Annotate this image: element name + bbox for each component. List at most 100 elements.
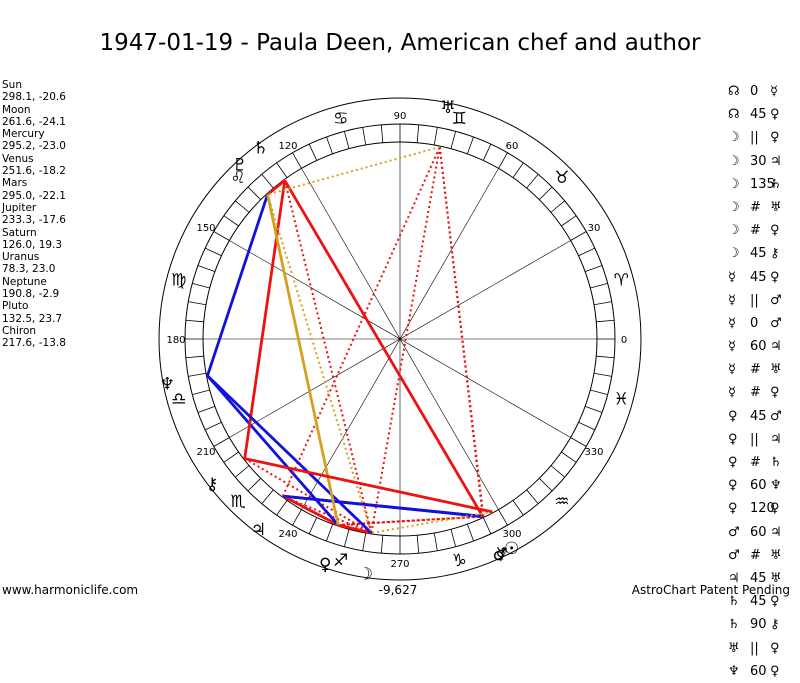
aspect-row: ♄ 90 ⚷ (728, 613, 786, 636)
aspect-line (338, 515, 483, 526)
aspect-line (266, 194, 373, 534)
aspect-planet-a: ♀ (728, 408, 738, 424)
planet-coords-neptune: 190.8, -2.9 (2, 288, 60, 301)
degree-tick (185, 319, 204, 323)
zodiac-sign: ♎ (171, 389, 186, 409)
degree-tick (197, 406, 216, 413)
degree-tick (192, 282, 210, 289)
planet-name-neptune: Neptune (2, 275, 47, 288)
degree-tick (467, 136, 474, 155)
aspect-planet-a: ☽ (728, 176, 740, 192)
degree-tick (197, 265, 216, 272)
aspect-row: ☽ || ♀ (728, 126, 786, 149)
degree-tick (235, 465, 250, 478)
degree-tick (550, 465, 565, 478)
degree-tick (292, 152, 302, 169)
aspect-row: ☿ 45 ♀ (728, 266, 786, 289)
aspect-row: ♂ # ♅ (728, 544, 786, 567)
degree-tick (450, 529, 457, 547)
aspect-type: || (750, 130, 759, 146)
aspect-type: 45 (750, 269, 767, 285)
aspect-planet-b: ♄ (770, 455, 782, 470)
footer-patent: AstroChart Patent Pending (631, 583, 790, 597)
aspect-planet-b: ☿ (770, 84, 778, 99)
planet-glyph-neptune: ♆ (160, 374, 175, 394)
degree-tick (590, 389, 608, 396)
aspect-planet-a: ☿ (728, 292, 736, 308)
aspect-row: ♀ || ♃ (728, 428, 786, 451)
natal-chart-wheel: 0 30 60 90 120 150 180 210 240 270 300 330 ♈ ♉ ♊ ♋ ♌ ♍ ♎ ♏… (158, 97, 642, 597)
degree-tick (223, 451, 239, 463)
degree-label: 210 (196, 447, 215, 458)
degree-tick (261, 174, 274, 189)
zodiac-sign: ♑ (452, 551, 467, 571)
degree-tick (247, 478, 261, 492)
planet-glyph-saturn: ♄ (253, 138, 268, 158)
degree-tick (596, 355, 615, 359)
aspect-line (206, 374, 373, 534)
degree-label: 180 (166, 335, 185, 346)
degree-tick (450, 131, 457, 149)
aspect-planet-b: ♃ (770, 339, 782, 355)
aspect-type: || (750, 640, 759, 656)
degree-tick (467, 523, 474, 542)
degree-label: 270 (390, 559, 409, 570)
aspect-type: || (750, 292, 759, 308)
degree-tick (584, 406, 603, 413)
aspect-planet-a: ♂ (728, 547, 740, 563)
degree-tick (292, 509, 302, 526)
aspect-row: ☽ 30 ♃ (728, 150, 786, 173)
aspect-line (283, 180, 373, 534)
degree-tick (213, 231, 230, 241)
zodiac-sign: ♈ (614, 271, 629, 291)
degree-tick (482, 143, 492, 161)
aspect-planet-b: ♅ (770, 199, 782, 215)
aspect-row: ♃ 45 ♅ (728, 567, 786, 590)
aspect-planet-a: ♀ (728, 431, 738, 447)
planet-glyph-venus: ♀ (319, 555, 331, 575)
planet-coords-sun: 298.1, -20.6 (2, 91, 66, 104)
degree-label: 330 (584, 447, 603, 458)
aspect-planet-a: ♆ (728, 663, 740, 679)
zodiac-sign: ♍ (171, 271, 186, 291)
footer-website[interactable]: www.harmoniclife.com (2, 583, 139, 597)
aspect-type: # (750, 455, 761, 470)
aspect-planet-a: ☽ (728, 130, 740, 146)
degree-tick (380, 535, 384, 554)
wheel-spokes (203, 142, 597, 536)
degree-tick (204, 247, 222, 257)
aspect-type: 120 (750, 501, 775, 517)
degree-tick (433, 127, 438, 146)
aspect-line (283, 179, 485, 518)
aspect-line (370, 146, 441, 534)
planet-coords-chiron: 217.6, -13.8 (2, 337, 66, 350)
aspect-type: 60 (750, 524, 767, 540)
aspect-planet-a: ♀ (728, 501, 738, 517)
degree-tick (512, 500, 524, 516)
aspect-planet-a: ☿ (728, 362, 736, 378)
aspect-row: ☿ # ♀ (728, 381, 786, 404)
planet-glyph-sun: ☉ (504, 539, 519, 559)
degree-ticks (185, 124, 615, 554)
degree-label: 30 (588, 223, 601, 234)
planet-name-venus: Venus (2, 152, 34, 165)
degree-tick (276, 162, 288, 178)
degree-tick (526, 174, 539, 189)
planet-name-mars: Mars (2, 177, 28, 190)
planet-name-pluto: Pluto (2, 300, 29, 313)
aspect-type: 45 (750, 107, 767, 123)
degree-tick (380, 124, 384, 143)
degree-label: 300 (502, 529, 521, 540)
zodiac-signs: ♈ ♉ ♊ ♋ ♌ ♍ ♎ ♏ ♐ ♑ ♒ ♓ (171, 109, 629, 571)
aspect-row: ♀ # ♄ (728, 451, 786, 474)
degree-tick (433, 532, 438, 551)
aspect-row: ♀ 120♀ (728, 497, 786, 520)
aspect-line (282, 494, 483, 519)
aspect-planet-b: ♅ (770, 547, 782, 563)
degree-tick (362, 127, 367, 146)
aspect-row: ☿ || ♂ (728, 289, 786, 312)
aspect-planet-b: ♀ (770, 640, 780, 656)
degree-tick (578, 247, 596, 257)
degree-tick (482, 517, 492, 535)
aspect-type: || (750, 431, 759, 447)
